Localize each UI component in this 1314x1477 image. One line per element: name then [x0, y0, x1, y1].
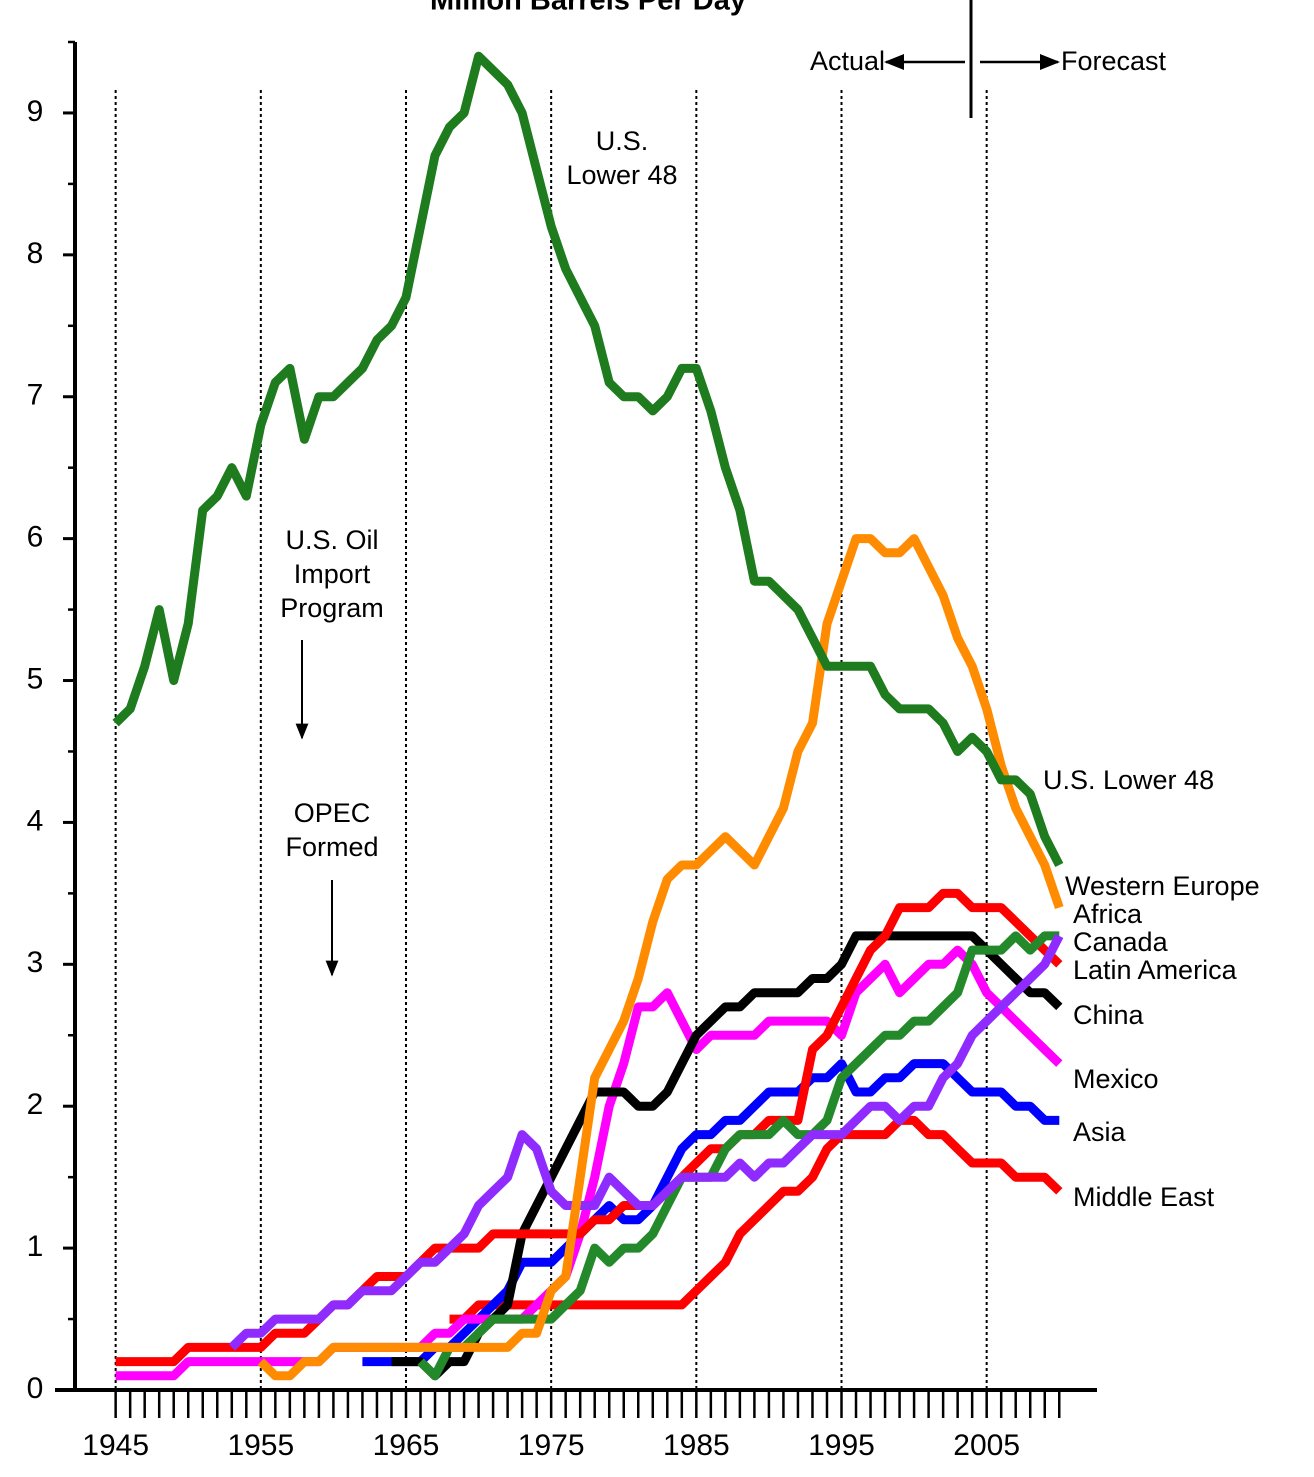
series-line	[228, 933, 1064, 1351]
legend-label: Asia	[1073, 1117, 1127, 1147]
legend-label: Africa	[1073, 899, 1143, 929]
y-tick-label: 7	[27, 379, 44, 412]
annotation: U.S.	[596, 126, 649, 156]
annotation: Lower 48	[566, 160, 677, 190]
series-line	[417, 931, 1060, 1381]
annotation: OPEC	[294, 798, 371, 828]
actual-label: Actual	[810, 46, 885, 76]
y-tick-label: 5	[27, 662, 44, 695]
x-tick-label: 1975	[518, 1429, 585, 1462]
series-line	[115, 945, 1063, 1381]
chart-title: Million Barrels Per Day	[430, 0, 746, 17]
legend-label: Canada	[1073, 927, 1169, 957]
annotation: U.S. Oil	[285, 525, 378, 555]
legend-label: Mexico	[1073, 1064, 1159, 1094]
series-line	[257, 534, 1064, 1381]
y-tick-label: 3	[27, 946, 44, 979]
annotation: Formed	[285, 832, 378, 862]
y-tick-label: 4	[27, 804, 44, 837]
x-tick-label: 1985	[663, 1429, 730, 1462]
annotation: Import	[294, 559, 371, 589]
series-line	[112, 51, 1064, 868]
x-tick-label: 2005	[953, 1429, 1020, 1462]
annotation: Program	[280, 593, 384, 623]
y-tick-label: 8	[27, 237, 44, 270]
x-tick-label: 1955	[227, 1429, 294, 1462]
series-line	[391, 931, 1063, 1381]
y-tick-label: 2	[27, 1088, 44, 1121]
legend-label: Western Europe	[1065, 871, 1260, 901]
legend-label: Middle East	[1073, 1182, 1215, 1212]
x-tick-label: 1945	[82, 1429, 149, 1462]
x-tick-label: 1995	[808, 1429, 875, 1462]
y-tick-label: 6	[27, 521, 44, 554]
x-tick-label: 1965	[373, 1429, 440, 1462]
forecast-label: Forecast	[1061, 46, 1167, 76]
y-tick-label: 9	[27, 95, 44, 128]
legend-label: Latin America	[1073, 955, 1238, 985]
series-line	[449, 1115, 1063, 1324]
y-tick-label: 1	[27, 1230, 44, 1263]
y-tick-label: 0	[27, 1372, 44, 1405]
series-line	[115, 888, 1063, 1367]
legend-label: China	[1073, 1000, 1145, 1030]
legend-label: U.S. Lower 48	[1043, 765, 1214, 795]
